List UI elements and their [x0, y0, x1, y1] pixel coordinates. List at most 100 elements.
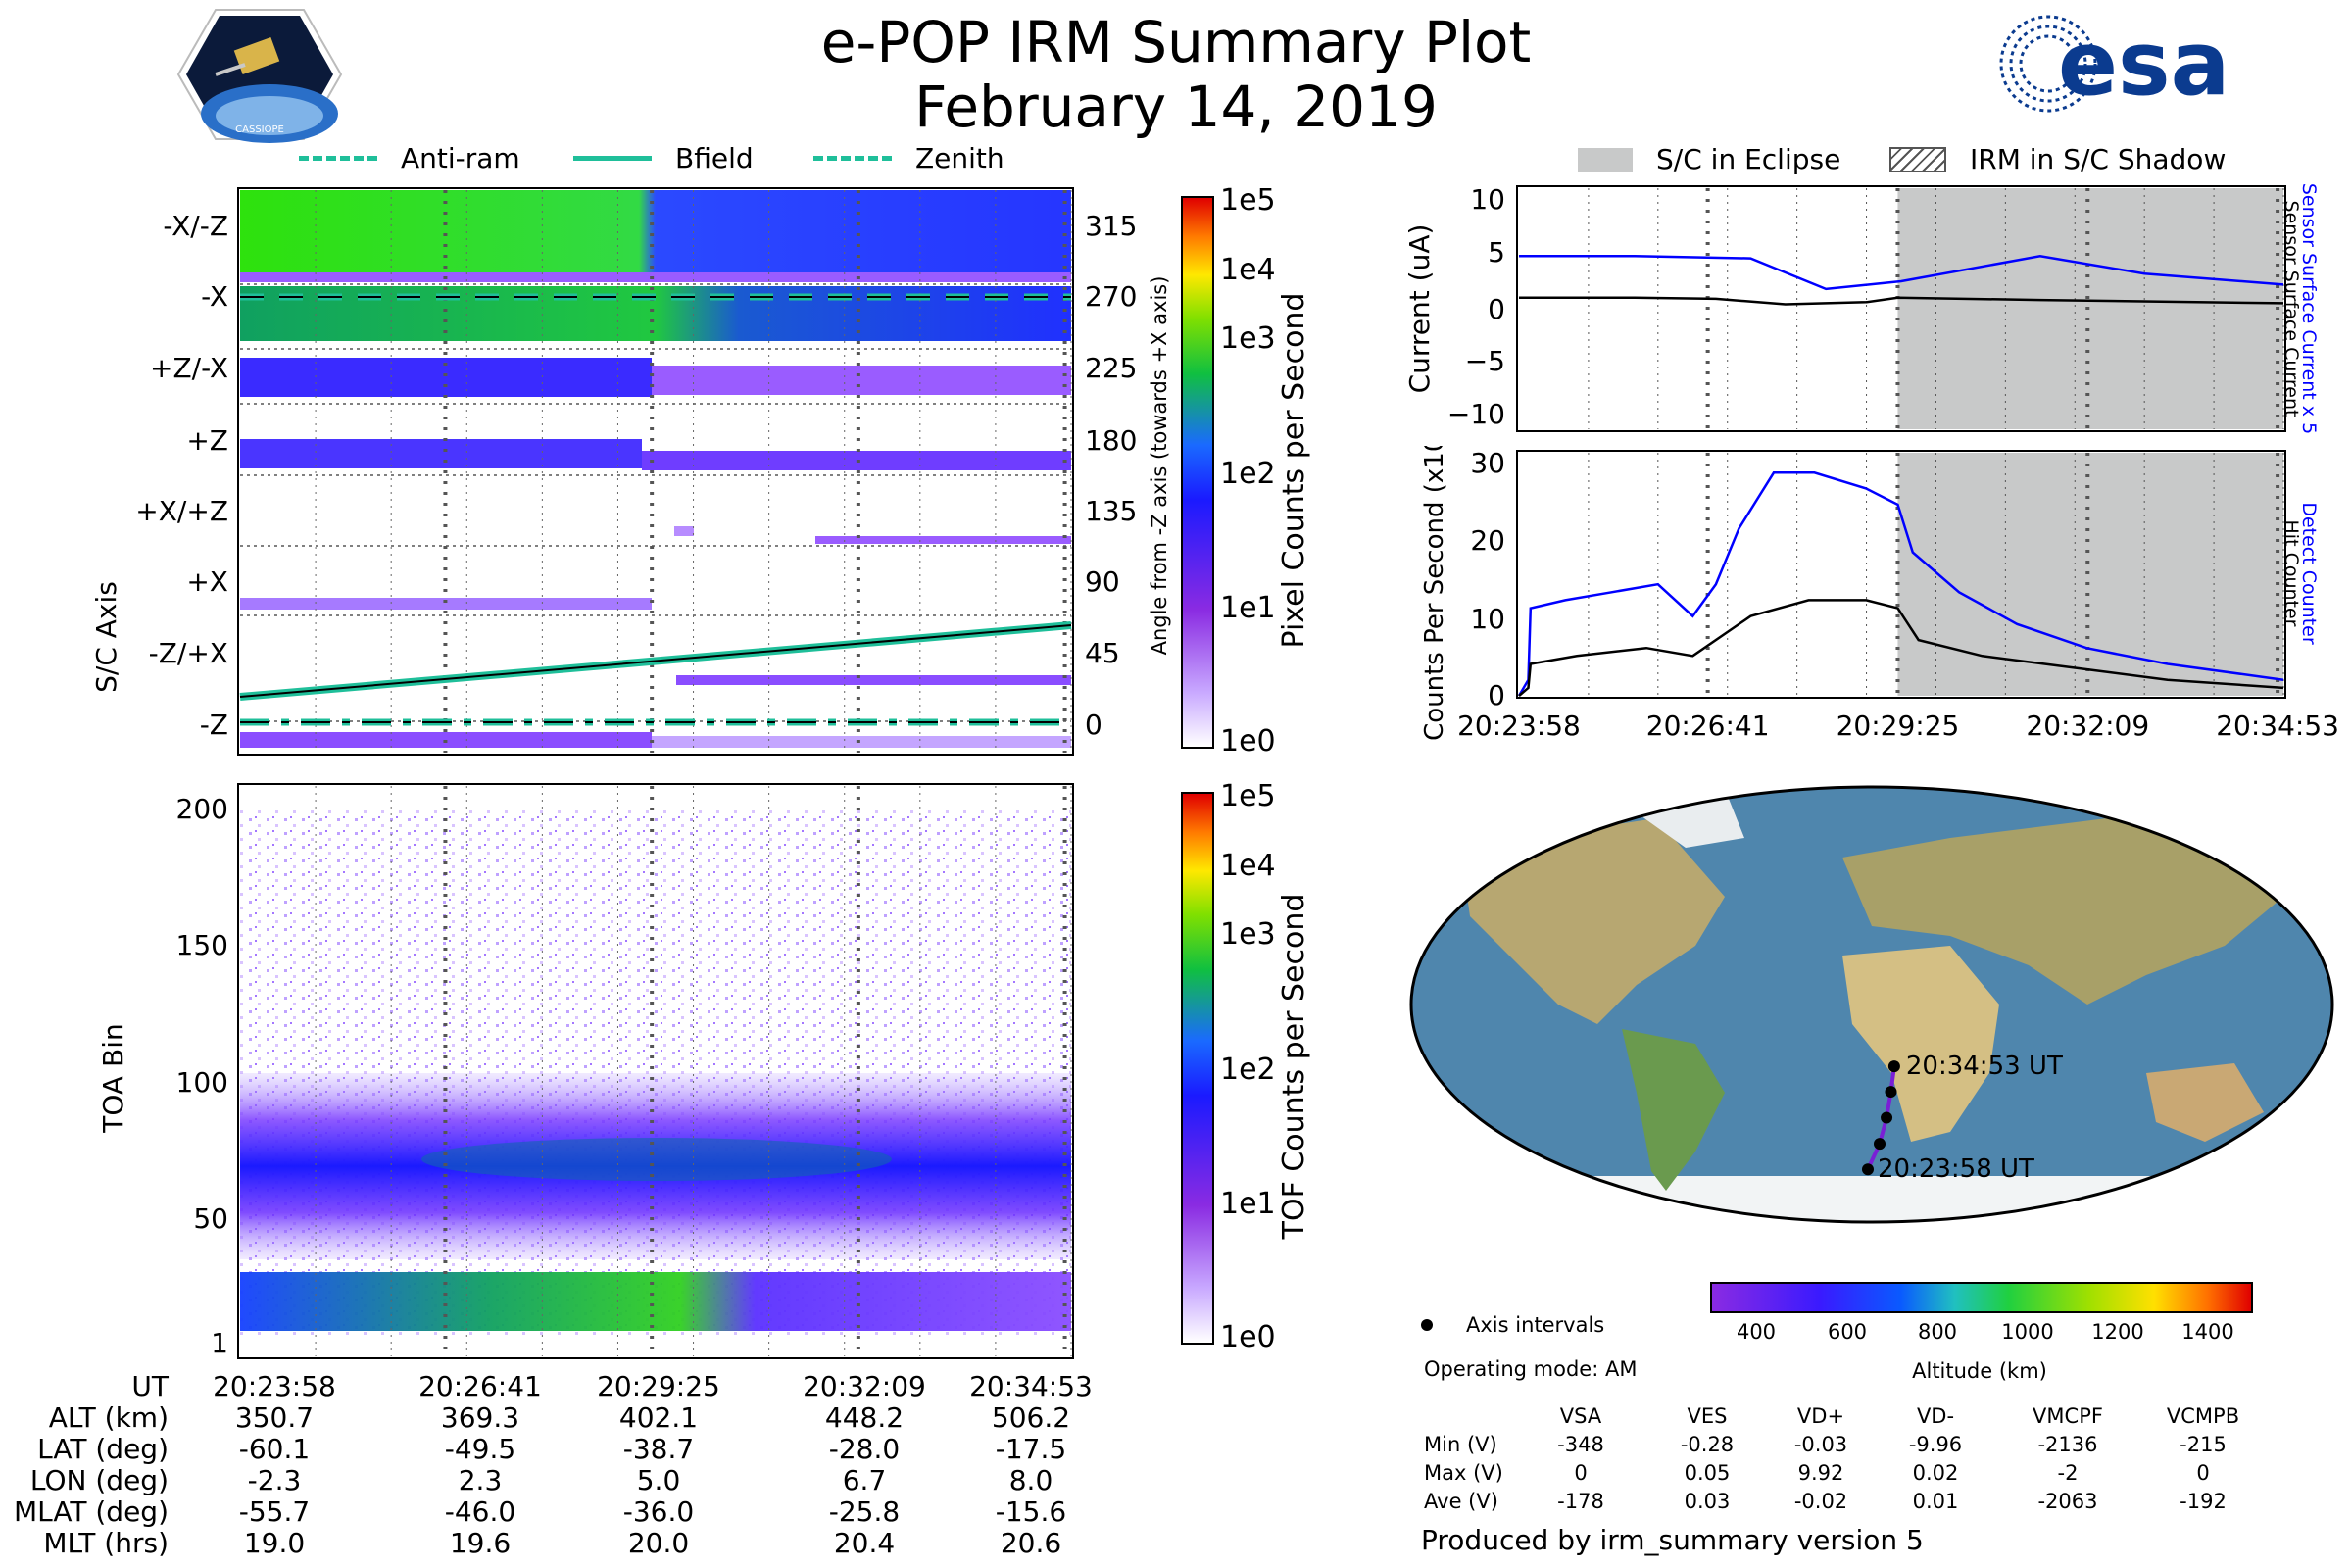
toa-low-band [240, 1272, 1071, 1331]
current-chart: 10 5 0 −5 −10 Current (uA) Sensor Surfac… [1403, 183, 2320, 434]
tick-right-6: 45 [1085, 637, 1120, 669]
current-ylabel: Current (uA) [1403, 224, 1436, 394]
eurasia [1842, 818, 2283, 1004]
legend-antiram: Anti-ram [299, 142, 520, 174]
date-text: February 14, 2019 [914, 74, 1438, 140]
ephemeris-cell: 20.0 [627, 1527, 690, 1559]
toa-chart: 200 150 100 50 1 TOA Bin [97, 783, 1074, 1359]
north-america [1460, 818, 1725, 1024]
pixel-cb-tick-1: 1e4 [1220, 253, 1276, 287]
ephemeris-cell: -55.7 [238, 1495, 311, 1528]
map-outline [1409, 785, 2334, 1224]
toa-tick-1: 150 [176, 929, 228, 961]
bfield-swatch-icon [573, 156, 652, 161]
band-xz [240, 190, 1071, 274]
track-start-label: 20:23:58 UT [1878, 1154, 2034, 1184]
ephemeris-row-label: ALT (km) [48, 1401, 169, 1434]
tof-cb-tick-0: 1e5 [1220, 782, 1276, 813]
tick-right-2: 225 [1085, 352, 1137, 384]
ephemeris-cell: 20:23:58 [213, 1370, 336, 1402]
band-x-plus [240, 598, 652, 610]
toa-tick-3: 50 [193, 1202, 228, 1235]
sc-axis-ylabel: S/C Axis [90, 581, 122, 693]
alt-tick-0: 400 [1737, 1320, 1776, 1344]
ephemeris-cell: -25.8 [828, 1495, 901, 1528]
voltage-table-cell: -2 [2057, 1461, 2079, 1485]
voltage-table-header: VD+ [1796, 1404, 1845, 1428]
ephemeris-cell: -46.0 [444, 1495, 516, 1528]
toa-time-grid [315, 786, 1072, 1356]
legend-antiram-label: Anti-ram [401, 142, 520, 174]
ephemeris-cell: 20.4 [833, 1527, 896, 1559]
esa-logo: esa [1999, 13, 2230, 116]
footer-version: Produced by irm_summary version 5 [1421, 1524, 1924, 1556]
legend-eclipse: S/C in Eclipse [1578, 143, 1840, 175]
ephemeris-cell: 20.6 [1000, 1527, 1062, 1559]
voltage-table-cell: 0 [1574, 1461, 1588, 1485]
tick-right-0: 315 [1085, 210, 1137, 242]
ephemeris-row-label: UT [131, 1370, 169, 1402]
africa [1842, 946, 1999, 1142]
antiram-swatch-icon [299, 156, 377, 161]
band-z-late-bottom [652, 736, 1071, 748]
cur-tick-4: −10 [1447, 398, 1505, 430]
ephemeris-cell: -36.0 [622, 1495, 695, 1528]
voltage-table-cell: 0.05 [1684, 1461, 1731, 1485]
counts-eclipse-region [1897, 453, 2283, 696]
cnt-tick-0: 30 [1470, 447, 1505, 479]
ephemeris-row-label: MLAT (deg) [13, 1495, 169, 1528]
ephemeris-cell: 506.2 [991, 1401, 1071, 1434]
tick-left-7: -Z [200, 709, 228, 741]
voltage-table-header: VCMPB [2166, 1404, 2240, 1428]
tof-colorbar-label-wrap: TOF Counts per Second [1277, 894, 1311, 1241]
tof-cb-tick-5: 1e0 [1220, 1320, 1276, 1350]
band-zx-plus [676, 675, 1071, 685]
sc-axis-right-label: Angle from -Z axis (towards +X axis) [1148, 276, 1171, 656]
tick-left-1: -X [201, 280, 228, 313]
pixel-cb-tick-5: 1e0 [1220, 724, 1276, 755]
pixel-colorbar-label: Pixel Counts per Second [1277, 293, 1311, 649]
axis-interval-dot [1885, 1086, 1897, 1099]
voltage-table-header: VES [1687, 1404, 1728, 1428]
ephemeris-cell: 448.2 [824, 1401, 905, 1434]
ephemeris-cell: 402.1 [618, 1401, 699, 1434]
pixel-cb-tick-0: 1e5 [1220, 186, 1276, 218]
ephemeris-row-label: LON (deg) [29, 1464, 169, 1496]
toa-tick-0: 200 [176, 793, 228, 825]
band-xz-plus [815, 536, 1071, 544]
voltage-table-cell: -192 [2180, 1490, 2227, 1513]
tof-colorbar-label: TOF Counts per Second [1277, 894, 1311, 1241]
alt-tick-1: 600 [1828, 1320, 1867, 1344]
pixel-cb-tick-2: 1e3 [1220, 321, 1276, 356]
toa-tick-2: 100 [176, 1066, 228, 1099]
alt-tick-3: 1000 [2001, 1320, 2053, 1344]
track-end-label: 20:34:53 UT [1906, 1052, 2063, 1081]
counts-right-label-blue: Detect Counter [2298, 502, 2320, 645]
ephemeris-cell: 2.3 [458, 1464, 503, 1496]
voltage-row-label: Ave (V) [1424, 1490, 1498, 1513]
toa-y-ticks: 200 150 100 50 1 [176, 793, 228, 1359]
detect-counter-line [1517, 471, 2284, 697]
time-tick-label: 20:32:09 [2026, 710, 2149, 742]
tof-colorbar [1181, 792, 1214, 1345]
pixel-colorbar [1181, 196, 1214, 749]
current-eclipse-region [1897, 188, 2283, 429]
time-tick-label: 20:29:25 [1837, 710, 1960, 742]
sc-axis-left-ticks: -X/-Z -X +Z/-X +Z +X/+Z +X -Z/+X -Z [135, 210, 228, 741]
counts-right-label-black: Hit Counter [2280, 520, 2302, 627]
band-xz-edge [240, 272, 1071, 282]
ephemeris-cell: 20:29:25 [597, 1370, 720, 1402]
cur-tick-2: 0 [1488, 293, 1505, 325]
voltage-table-cell: -2136 [2037, 1433, 2098, 1456]
time-tick-label: 20:26:41 [1646, 710, 1770, 742]
current-frame [1516, 185, 2286, 432]
australia [2146, 1063, 2264, 1142]
counts-y-ticks: 30 20 10 0 [1470, 447, 1505, 711]
tof-cb-tick-4: 1e1 [1220, 1187, 1276, 1221]
operating-mode: Operating mode: AM [1424, 1357, 1638, 1381]
tick-left-5: +X [186, 565, 228, 598]
counts-chart: 30 20 10 0 Counts Per Second (x10³) Dete… [1420, 446, 2339, 742]
ephemeris-cell: 19.0 [243, 1527, 306, 1559]
voltage-table-cell: -0.03 [1793, 1433, 1848, 1456]
tick-right-3: 180 [1085, 424, 1137, 457]
